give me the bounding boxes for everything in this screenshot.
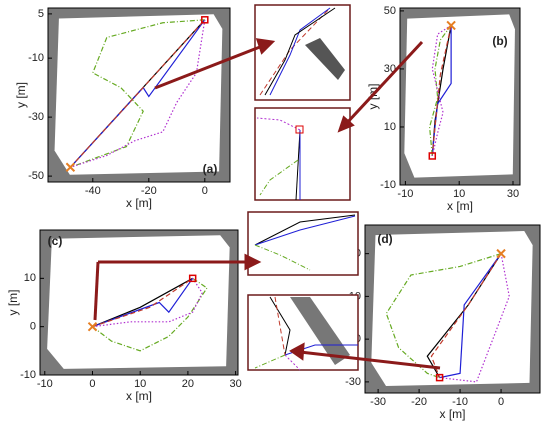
- free-space: [47, 235, 230, 369]
- x-tick-label: 0: [202, 185, 208, 197]
- y-tick-label: 10: [24, 272, 36, 284]
- x-axis-label: x [m]: [126, 389, 152, 403]
- x-axis-label: x [m]: [126, 196, 152, 210]
- trajectory: [69, 19, 206, 168]
- y-tick-label: 50: [384, 5, 396, 17]
- trajectory: [92, 278, 203, 328]
- obstacle: [305, 38, 345, 80]
- start-marker: [65, 162, 76, 172]
- y-tick-label: -10: [380, 179, 396, 191]
- free-space: [54, 14, 223, 175]
- panel: -40 -20 0 5 -10 -30 -50 x [m] y [m] (a): [14, 7, 231, 210]
- axes-frame: [39, 229, 239, 376]
- y-tick-label: 10: [384, 121, 396, 133]
- x-tick-label: 30: [229, 378, 241, 390]
- x-tick-label: -30: [370, 396, 386, 408]
- x-axis-label: x [m]: [440, 407, 466, 421]
- trajectory: [439, 253, 502, 379]
- trajectory: [92, 277, 194, 328]
- x-tick-label: -10: [37, 378, 53, 390]
- free-space: [371, 231, 533, 386]
- start-marker: [87, 321, 98, 332]
- trajectory: [92, 277, 208, 352]
- y-tick-label: -50: [28, 170, 44, 182]
- panel-label: (a): [203, 162, 218, 176]
- trajectory: [69, 19, 206, 168]
- inset: [254, 107, 351, 201]
- goal-marker: [188, 274, 197, 283]
- trajectory: [431, 25, 452, 157]
- y-tick-label: -10: [20, 369, 36, 381]
- trajectory: [92, 277, 194, 328]
- x-tick-label: 30: [507, 188, 519, 200]
- y-axis-label: y [m]: [6, 290, 20, 316]
- obstacle: [290, 297, 350, 365]
- y-tick-label: -10: [28, 52, 44, 64]
- trajectory: [430, 253, 502, 378]
- inset: [254, 4, 351, 101]
- y-tick-label: -30: [345, 376, 361, 388]
- x-tick-label: 0: [89, 378, 95, 390]
- panel-label: (d): [377, 232, 392, 246]
- panel-label: (c): [48, 234, 63, 248]
- inset: [247, 211, 359, 276]
- trajectory: [385, 253, 502, 379]
- free-space: [404, 14, 515, 178]
- x-tick-label: -20: [411, 396, 427, 408]
- goal-marker: [201, 16, 209, 24]
- x-axis-label: x [m]: [447, 199, 473, 213]
- zoom-insets: [247, 4, 359, 371]
- goal-marker: [435, 373, 444, 382]
- trajectory: [431, 24, 452, 157]
- panel: -10 0 10 20 30 10 0 -10 x [m] y [m] (c): [6, 229, 242, 403]
- arrows: [93, 38, 441, 370]
- x-tick-label: 10: [453, 188, 465, 200]
- trajectory: [70, 19, 205, 168]
- x-tick-label: -40: [85, 185, 101, 197]
- x-tick-label: 10: [134, 378, 146, 390]
- y-tick-label: 0: [30, 321, 36, 333]
- y-axis-label: y [m]: [14, 82, 28, 108]
- y-tick-label: 5: [38, 8, 44, 20]
- x-tick-label: -20: [141, 185, 157, 197]
- x-tick-label: -10: [452, 396, 468, 408]
- axes-frame: [364, 224, 541, 394]
- x-tick-label: 0: [498, 396, 504, 408]
- panel: -30-20-1000-10-20-30x [m]y [m](d): [331, 224, 541, 421]
- x-tick-label: 20: [182, 378, 194, 390]
- panel-label: (b): [492, 34, 507, 48]
- start-marker: [446, 20, 456, 31]
- goal-marker: [428, 152, 437, 160]
- trajectory: [439, 253, 510, 383]
- trajectory: [428, 25, 452, 157]
- x-tick-label: -10: [397, 188, 413, 200]
- trajectory: [92, 277, 193, 328]
- axes-frame: [399, 7, 521, 186]
- y-tick-label: -30: [28, 111, 44, 123]
- start-marker: [496, 248, 506, 259]
- axes-frame: [47, 7, 231, 183]
